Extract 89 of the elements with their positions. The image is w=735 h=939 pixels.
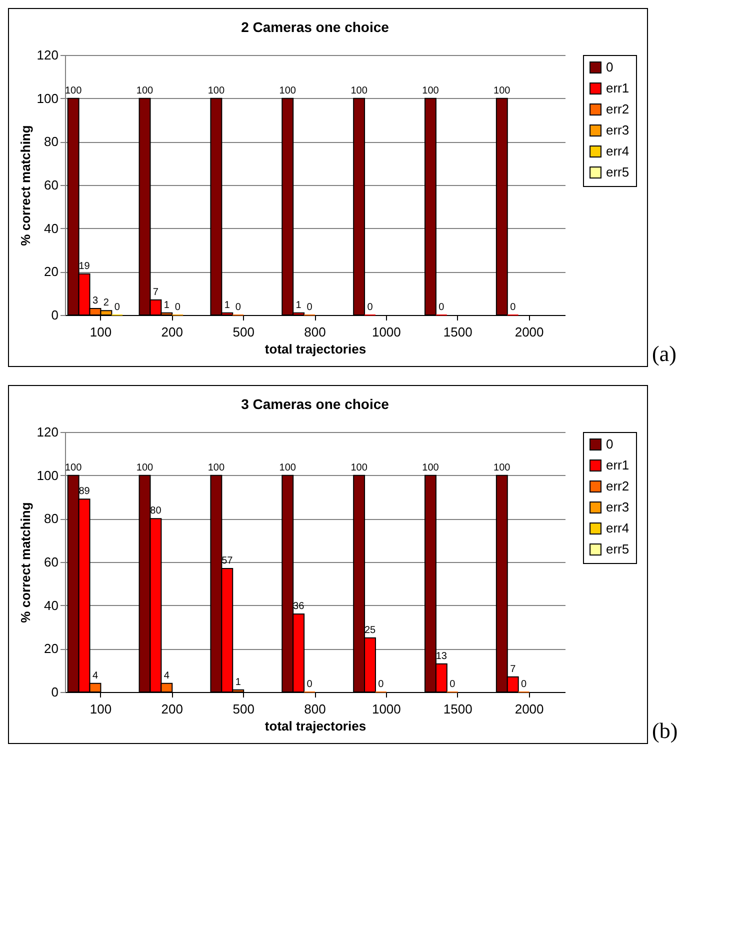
y-tick-label: 0	[51, 308, 58, 322]
data-label: 3	[92, 296, 98, 306]
data-label: 19	[78, 260, 90, 272]
x-tick-label: 800	[304, 324, 326, 340]
data-label: 25	[364, 624, 376, 636]
x-tick-label: 1500	[443, 702, 472, 716]
data-label: 0	[306, 679, 313, 690]
y-tick-label: 60	[44, 178, 58, 192]
data-label: 100	[136, 462, 154, 474]
y-axis-title: % correct matching	[18, 502, 33, 623]
data-label: 100	[279, 85, 296, 96]
data-label: 1	[235, 676, 242, 688]
x-tick-label: 200	[161, 702, 183, 716]
data-label: 0	[438, 302, 445, 313]
x-axis-title: total trajectories	[264, 718, 366, 734]
legend-label: err1	[606, 80, 630, 96]
legend-label: err3	[606, 500, 630, 514]
x-tick-label: 1500	[443, 324, 472, 340]
data-label: 0	[114, 302, 120, 313]
legend-label: err5	[606, 164, 630, 180]
y-tick-label: 120	[36, 424, 58, 440]
y-axis-title: % correct matching	[18, 125, 33, 246]
data-label: 7	[510, 664, 516, 675]
data-label: 1	[164, 300, 170, 311]
legend-label: 0	[606, 60, 614, 74]
data-label: 80	[150, 506, 162, 517]
y-tick-label: 60	[44, 554, 58, 570]
x-tick-label: 100	[90, 702, 112, 716]
y-tick-label: 100	[36, 90, 58, 106]
text: (b)	[652, 718, 678, 744]
data-label: 0	[510, 302, 516, 313]
y-tick-label: 100	[36, 468, 58, 483]
data-label: 100	[64, 85, 82, 96]
legend-label: err5	[606, 542, 630, 556]
data-label: 4	[164, 670, 170, 682]
data-label: 13	[436, 650, 448, 662]
data-label: 100	[279, 462, 296, 474]
x-tick-label: 2000	[514, 702, 544, 716]
data-label: 100	[350, 85, 368, 96]
data-label: 100	[494, 462, 511, 474]
data-label: 100	[208, 85, 225, 96]
y-tick-label: 120	[36, 48, 58, 62]
data-label: 0	[174, 302, 181, 313]
data-label: 100	[494, 85, 511, 96]
data-label: 0	[367, 302, 374, 313]
data-label: 57	[222, 556, 234, 566]
legend-label: err1	[606, 458, 630, 472]
x-tick-label: 500	[232, 324, 254, 340]
data-label: 1	[224, 300, 230, 311]
legend-label: err2	[606, 478, 630, 494]
legend-label: 0	[606, 436, 614, 452]
data-label: 4	[92, 670, 98, 682]
y-tick-label: 40	[44, 598, 58, 613]
data-label: 100	[208, 462, 225, 474]
x-tick-label: 200	[161, 324, 183, 340]
x-tick-label: 500	[232, 702, 254, 716]
y-tick-label: 0	[51, 684, 58, 700]
legend-label: err4	[606, 144, 630, 158]
data-label: 0	[521, 679, 528, 690]
y-tick-label: 20	[44, 641, 58, 656]
y-tick-label: 80	[44, 134, 58, 150]
x-tick-label: 1000	[372, 324, 401, 340]
data-label: 0	[306, 302, 313, 313]
data-label: 7	[152, 286, 159, 298]
data-label: 2	[103, 298, 110, 309]
data-label: 100	[64, 462, 82, 474]
y-tick-label: 20	[44, 264, 58, 280]
chart-title: 3 Cameras one choice	[241, 396, 390, 412]
data-label: 0	[450, 679, 456, 690]
text: (a)	[652, 341, 676, 367]
x-tick-label: 100	[90, 324, 112, 340]
x-tick-label: 1000	[372, 702, 401, 716]
x-axis-title: total trajectories	[264, 342, 366, 356]
data-label: 0	[378, 679, 384, 690]
y-tick-label: 80	[44, 511, 58, 526]
chart-title: 2 Cameras one choice	[241, 19, 390, 35]
x-tick-label: 2000	[514, 324, 544, 340]
data-label: 100	[422, 85, 440, 96]
legend-label: err3	[606, 122, 630, 138]
y-tick-label: 40	[44, 220, 58, 236]
data-label: 100	[136, 85, 154, 96]
data-label: 100	[350, 462, 368, 474]
legend-label: err2	[606, 102, 630, 116]
data-label: 0	[235, 302, 242, 313]
legend-label: err4	[606, 520, 630, 536]
data-label: 100	[422, 462, 440, 474]
data-label: 36	[293, 601, 305, 612]
data-label: 1	[296, 300, 302, 311]
x-tick-label: 800	[304, 702, 326, 716]
